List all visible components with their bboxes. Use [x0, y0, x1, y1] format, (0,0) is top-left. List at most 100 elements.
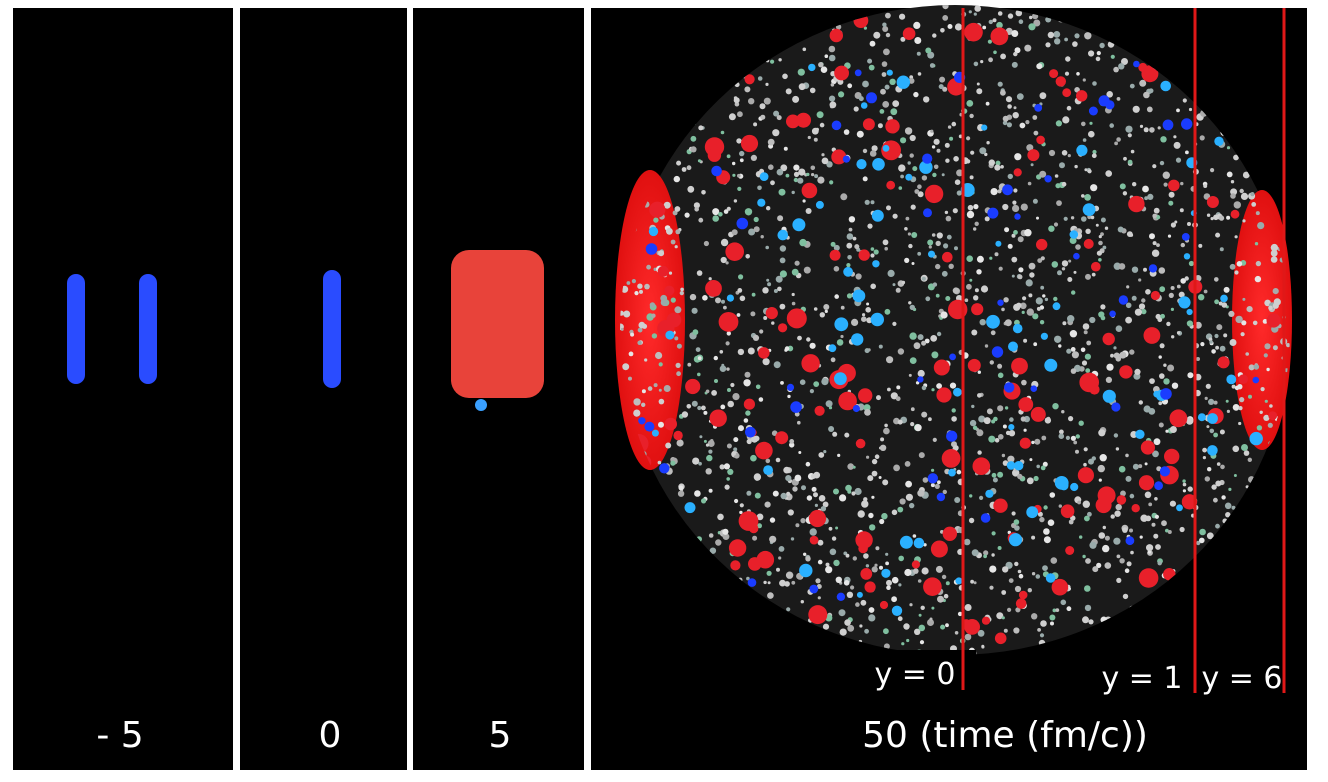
particle	[1043, 528, 1050, 535]
particle	[1142, 185, 1149, 193]
particle	[639, 289, 643, 294]
particle	[1204, 396, 1208, 400]
particle	[1060, 599, 1067, 606]
nucleus	[67, 274, 85, 384]
particle	[988, 19, 993, 25]
particle	[1147, 193, 1154, 200]
particle	[1060, 504, 1075, 518]
particle	[1145, 515, 1152, 522]
particle	[1123, 156, 1127, 161]
particle	[925, 296, 931, 302]
particle	[1187, 372, 1194, 379]
particle	[1235, 315, 1243, 324]
particle	[736, 217, 749, 230]
particle	[904, 227, 908, 231]
particle	[884, 423, 888, 428]
particle	[1007, 243, 1013, 249]
particle	[1006, 461, 1016, 470]
particle	[934, 483, 940, 489]
particle	[1021, 310, 1025, 314]
particle	[917, 184, 922, 189]
particle	[1239, 397, 1245, 403]
particle	[973, 12, 977, 16]
particle	[719, 350, 724, 354]
particle	[1154, 514, 1159, 519]
particle	[1161, 520, 1167, 527]
particle	[665, 442, 672, 449]
particle	[1043, 505, 1048, 510]
particle	[871, 209, 884, 222]
particle	[828, 344, 837, 353]
particle	[976, 269, 982, 275]
particle	[738, 274, 744, 280]
particle	[653, 267, 657, 271]
particle	[1031, 535, 1036, 540]
particle	[686, 165, 692, 171]
particle	[869, 524, 876, 531]
particle	[889, 78, 896, 86]
particle	[1032, 198, 1038, 204]
particle	[955, 577, 963, 585]
particle	[1036, 306, 1041, 311]
particle	[692, 457, 700, 465]
particle	[1071, 351, 1079, 359]
label-backdrop	[862, 650, 976, 692]
particle	[1216, 324, 1223, 331]
particle	[1116, 577, 1122, 584]
particle	[808, 509, 827, 528]
particle	[676, 343, 682, 349]
particle	[994, 252, 999, 257]
particle	[1153, 438, 1161, 446]
particle	[1173, 135, 1177, 139]
particle	[1167, 530, 1172, 534]
particle	[873, 249, 879, 255]
particle	[1104, 226, 1109, 230]
particle	[1104, 562, 1112, 569]
particle	[1004, 319, 1012, 327]
particle	[1264, 399, 1268, 403]
particle	[946, 234, 952, 240]
particle	[806, 495, 813, 501]
particle	[783, 466, 791, 474]
particle	[1113, 537, 1121, 545]
particle	[703, 410, 708, 415]
particle	[1029, 272, 1035, 278]
particle	[1064, 71, 1070, 76]
particle	[971, 549, 979, 557]
particle	[840, 305, 845, 310]
particle	[1127, 133, 1132, 138]
particle	[985, 101, 990, 106]
particle	[913, 342, 921, 350]
particle	[1049, 69, 1059, 79]
particle	[719, 365, 727, 373]
particle	[655, 351, 663, 360]
particle	[646, 264, 651, 270]
particle	[1002, 566, 1009, 573]
particle	[868, 64, 875, 71]
particle	[727, 468, 734, 475]
particle	[935, 293, 940, 298]
particle	[739, 295, 746, 302]
particle	[1102, 525, 1107, 530]
particle	[793, 171, 800, 177]
particle	[1173, 141, 1181, 149]
particle	[868, 614, 876, 622]
particle	[860, 568, 873, 580]
particle	[740, 134, 759, 153]
particle	[921, 411, 928, 418]
particle	[1058, 433, 1065, 440]
particle	[1036, 63, 1043, 70]
particle	[1027, 149, 1040, 162]
particle	[1037, 511, 1043, 517]
particle	[1267, 422, 1273, 428]
particle	[969, 278, 973, 282]
particle	[711, 390, 717, 396]
particle	[1171, 382, 1179, 389]
particle	[1096, 250, 1102, 256]
particle	[1105, 376, 1112, 383]
particle	[743, 379, 751, 387]
particle	[1003, 628, 1008, 633]
particle	[785, 88, 792, 95]
particle	[963, 538, 971, 546]
particle	[1143, 327, 1161, 344]
